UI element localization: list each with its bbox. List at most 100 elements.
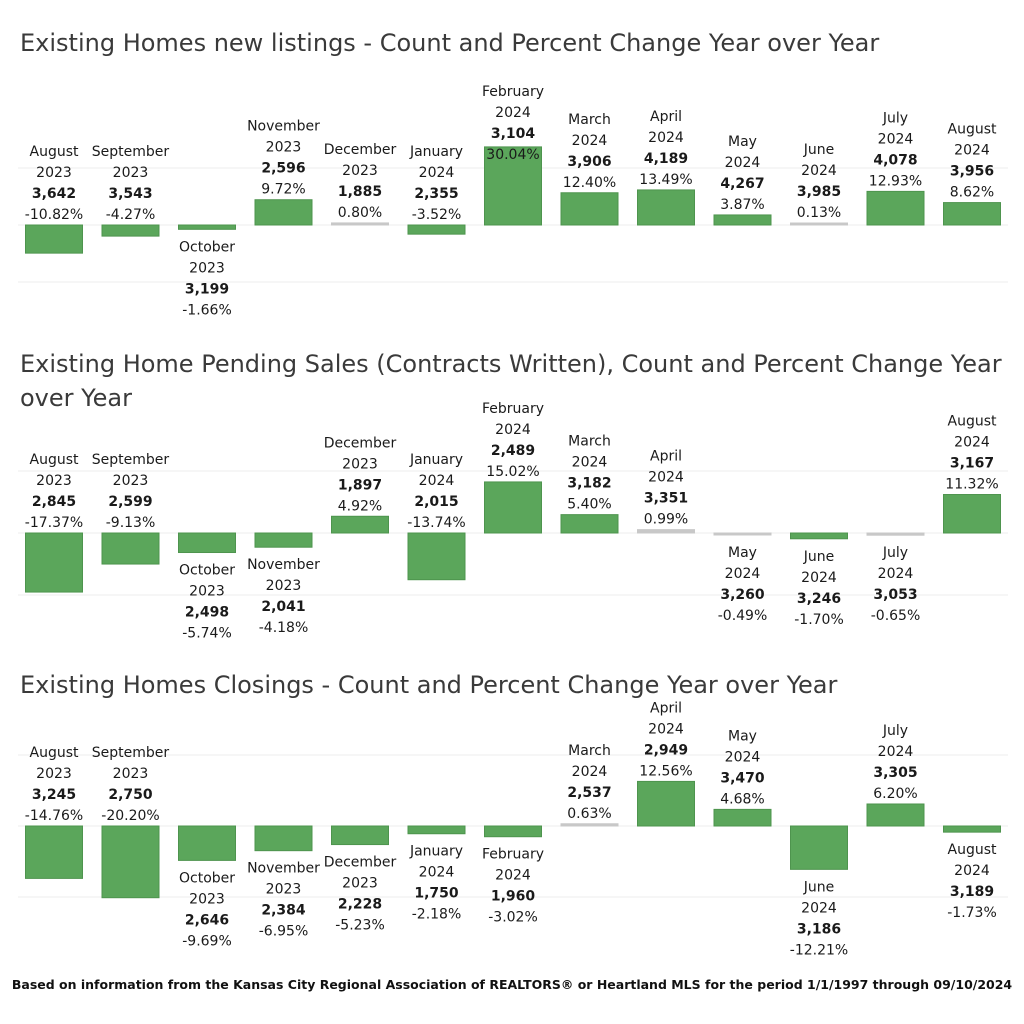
- bar-july-2024: [866, 190, 925, 226]
- month-label: November: [247, 557, 320, 573]
- year-label: 2024: [725, 566, 761, 582]
- count-label: 3,104: [491, 126, 536, 142]
- month-label: August: [948, 122, 998, 138]
- month-label: August: [948, 414, 998, 430]
- count-label: 3,470: [720, 770, 765, 786]
- month-label: June: [803, 879, 835, 895]
- percent-label: 15.02%: [486, 464, 539, 480]
- bar-september-2023: [101, 224, 160, 237]
- year-label: 2024: [801, 900, 837, 916]
- month-label: December: [324, 142, 397, 158]
- bar-august-2023: [25, 532, 83, 593]
- bar-march-2024: [560, 823, 619, 827]
- month-label: May: [728, 134, 757, 150]
- bar-may-2024: [713, 532, 772, 536]
- bar-may-2024: [713, 808, 772, 827]
- year-label: 2023: [36, 165, 72, 181]
- bar-december-2023: [331, 515, 389, 534]
- year-label: 2023: [189, 260, 225, 276]
- percent-label: -13.74%: [407, 515, 465, 531]
- bar-march-2024: [560, 192, 619, 226]
- bar-april-2024: [637, 189, 695, 226]
- percent-label: -2.18%: [412, 907, 462, 923]
- percent-label: -1.66%: [182, 302, 232, 318]
- year-label: 2024: [495, 422, 531, 438]
- bar-august-2024: [943, 202, 1001, 226]
- percent-label: -14.76%: [25, 808, 83, 824]
- month-label: January: [409, 844, 463, 860]
- percent-label: 5.40%: [567, 497, 611, 513]
- count-label: 2,498: [185, 605, 229, 621]
- count-label: 3,642: [32, 186, 76, 202]
- count-label: 3,053: [873, 587, 917, 603]
- year-label: 2024: [419, 165, 455, 181]
- bar-august-2024: [943, 825, 1001, 833]
- count-label: 3,985: [797, 184, 841, 200]
- count-label: 3,199: [185, 281, 229, 297]
- year-label: 2023: [189, 584, 225, 600]
- bar-january-2024: [407, 532, 466, 581]
- percent-label: 12.40%: [563, 175, 616, 191]
- month-label: August: [948, 842, 998, 858]
- percent-label: -20.20%: [101, 808, 159, 824]
- bar-august-2023: [25, 224, 83, 254]
- count-label: 2,015: [414, 494, 458, 510]
- month-label: October: [179, 870, 235, 886]
- month-label: August: [30, 745, 80, 761]
- month-label: February: [482, 84, 544, 100]
- month-label: July: [882, 545, 908, 561]
- month-label: April: [650, 700, 682, 716]
- count-label: 1,960: [491, 889, 536, 905]
- count-label: 3,186: [797, 921, 841, 937]
- year-label: 2024: [495, 105, 531, 121]
- percent-label: 9.72%: [261, 182, 305, 198]
- bar-january-2024: [407, 224, 466, 235]
- percent-label: 11.32%: [945, 477, 998, 493]
- chart-pending-sales: August 2023 2,845 -17.37% September 2023 2,599…: [18, 401, 1008, 642]
- month-label: January: [409, 452, 463, 468]
- bar-august-2024: [943, 494, 1001, 534]
- percent-label: -9.13%: [106, 515, 156, 531]
- month-label: May: [728, 545, 757, 561]
- year-label: 2024: [878, 131, 914, 147]
- percent-label: -1.73%: [947, 905, 997, 921]
- bar-june-2024: [790, 825, 848, 870]
- count-label: 3,189: [950, 884, 994, 900]
- bar-february-2024: [484, 146, 542, 226]
- year-label: 2024: [572, 455, 608, 471]
- month-label: January: [409, 144, 463, 160]
- bar-september-2023: [101, 532, 160, 565]
- year-label: 2023: [342, 876, 378, 892]
- percent-label: 12.93%: [869, 173, 922, 189]
- month-label: August: [30, 144, 80, 160]
- month-label: April: [650, 449, 682, 465]
- percent-label: -5.23%: [335, 918, 385, 934]
- month-label: August: [30, 452, 80, 468]
- month-label: December: [324, 435, 397, 451]
- month-label: November: [247, 861, 320, 877]
- count-label: 2,537: [567, 785, 611, 801]
- count-label: 1,897: [338, 477, 382, 493]
- year-label: 2023: [113, 165, 149, 181]
- bar-may-2024: [713, 214, 772, 226]
- year-label: 2023: [113, 766, 149, 782]
- year-label: 2024: [801, 163, 837, 179]
- bar-october-2023: [178, 224, 236, 230]
- count-label: 2,041: [261, 599, 305, 615]
- count-label: 3,305: [873, 765, 917, 781]
- year-label: 2024: [878, 744, 914, 760]
- bar-february-2024: [484, 481, 542, 534]
- bar-november-2023: [254, 825, 313, 852]
- chart-title-new-listings: Existing Homes new listings - Count and …: [20, 29, 880, 57]
- percent-label: 0.63%: [567, 806, 611, 822]
- bar-april-2024: [637, 529, 695, 534]
- count-label: 2,599: [108, 494, 152, 510]
- month-label: September: [92, 745, 170, 761]
- percent-label: -0.65%: [871, 608, 921, 624]
- year-label: 2023: [266, 882, 302, 898]
- count-label: 1,750: [414, 886, 459, 902]
- count-label: 1,885: [338, 184, 382, 200]
- year-label: 2024: [648, 130, 684, 146]
- year-label: 2024: [725, 155, 761, 171]
- chart-closings: August 2023 3,245 -14.76% September 2023 2,750…: [18, 700, 1008, 958]
